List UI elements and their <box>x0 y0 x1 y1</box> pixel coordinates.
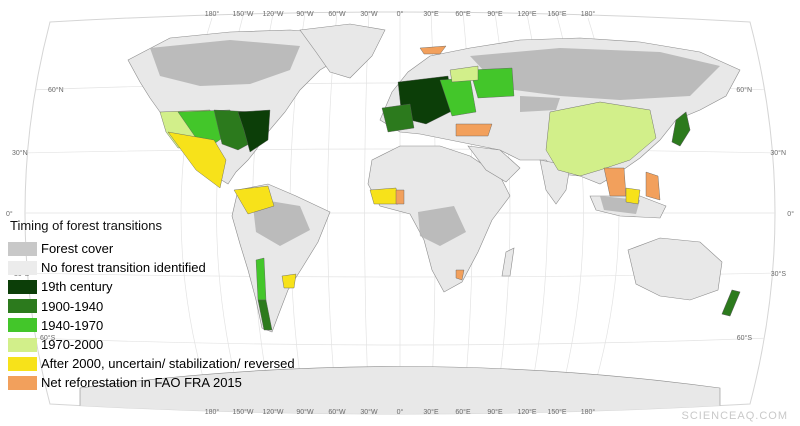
legend-label: After 2000, uncertain/ stabilization/ re… <box>41 356 295 372</box>
legend-item-1900-1940: 1900-1940 <box>8 297 378 316</box>
top-lon-label: 150°W <box>232 10 253 18</box>
greenland-landmass <box>299 23 386 79</box>
legend-item-1970-2000: 1970-2000 <box>8 335 378 354</box>
arabia-landmass <box>467 145 521 183</box>
top-lon-label: 0° <box>397 10 404 18</box>
bottom-lon-label: 90°E <box>487 408 503 416</box>
legend-label: 19th century <box>41 279 113 295</box>
legend-swatch <box>8 279 37 294</box>
right-lat-label: 60°S <box>737 334 753 342</box>
legend-item-after-2000: After 2000, uncertain/ stabilization/ re… <box>8 354 378 373</box>
legend-label: Forest cover <box>41 241 114 257</box>
bottom-lon-label: 150°W <box>232 408 253 416</box>
bottom-lon-label: 60°W <box>328 408 346 416</box>
right-latitude-labels: 60°N 30°N 0° 30°S 60°S <box>736 86 794 342</box>
left-lat-label: 60°N <box>48 86 64 94</box>
antarctica-landmass <box>79 366 721 414</box>
right-lat-label: 60°N <box>736 86 752 94</box>
legend-item-no-transition: No forest transition identified <box>8 258 378 277</box>
top-lon-label: 30°W <box>360 10 378 18</box>
legend-swatch <box>8 356 37 371</box>
top-lon-label: 60°W <box>328 10 346 18</box>
legend-item-net-reforestation: Net reforestation in FAO FRA 2015 <box>8 373 378 392</box>
left-lat-label: 30°N <box>12 149 28 157</box>
legend-swatch <box>8 299 37 314</box>
legend-label: No forest transition identified <box>41 260 206 276</box>
legend-label: 1940-1970 <box>41 317 104 333</box>
top-lon-label: 90°W <box>296 10 314 18</box>
top-lon-label: 120°E <box>517 10 536 18</box>
forest-cover <box>150 40 720 246</box>
top-lon-label: 30°E <box>423 10 439 18</box>
legend-label: 1900-1940 <box>41 298 104 314</box>
watermark: SCIENCEAQ.COM <box>681 410 788 422</box>
top-lon-label: 60°E <box>455 10 471 18</box>
bottom-lon-label: 150°E <box>547 408 566 416</box>
bottom-lon-label: 30°W <box>360 408 378 416</box>
australia-landmass <box>627 237 723 301</box>
transition-regions <box>159 45 741 331</box>
legend-title: Timing of forest transitions <box>10 218 162 233</box>
legend-item-forest-cover: Forest cover <box>8 239 378 258</box>
madagascar-landmass <box>501 247 515 277</box>
left-lat-label: 60°S <box>40 334 56 342</box>
legend-swatch <box>8 375 37 390</box>
top-lon-label: 180° <box>205 10 220 18</box>
top-lon-label: 120°W <box>262 10 283 18</box>
legend-swatch <box>8 241 37 256</box>
right-lat-label: 30°S <box>771 270 787 278</box>
top-lon-label: 180° <box>581 10 596 18</box>
bottom-lon-label: 180° <box>581 408 596 416</box>
legend-swatch <box>8 337 37 352</box>
left-lat-label: 0° <box>6 210 13 218</box>
bottom-lon-label: 120°E <box>517 408 536 416</box>
map-legend: Timing of forest transitions Forest cove… <box>8 218 378 393</box>
right-lat-label: 0° <box>787 210 794 218</box>
bottom-lon-label: 120°W <box>262 408 283 416</box>
top-lon-label: 150°E <box>547 10 566 18</box>
bottom-lon-label: 90°W <box>296 408 314 416</box>
right-lat-label: 30°N <box>770 149 786 157</box>
bottom-longitude-labels: 180° 150°W 120°W 90°W 60°W 30°W 0° 30°E … <box>205 408 596 416</box>
bottom-lon-label: 30°E <box>423 408 439 416</box>
legend-swatch <box>8 318 37 333</box>
bottom-lon-label: 180° <box>205 408 220 416</box>
top-longitude-labels: 180° 150°W 120°W 90°W 60°W 30°W 0° 30°E … <box>205 10 596 18</box>
legend-item-1940-1970: 1940-1970 <box>8 316 378 335</box>
legend-label: Net reforestation in FAO FRA 2015 <box>41 375 242 391</box>
legend-swatch <box>8 260 37 275</box>
legend-label: 1970-2000 <box>41 337 104 353</box>
top-lon-label: 90°E <box>487 10 503 18</box>
bottom-lon-label: 60°E <box>455 408 471 416</box>
bottom-lon-label: 0° <box>397 408 404 416</box>
legend-item-19th-century: 19th century <box>8 277 378 296</box>
